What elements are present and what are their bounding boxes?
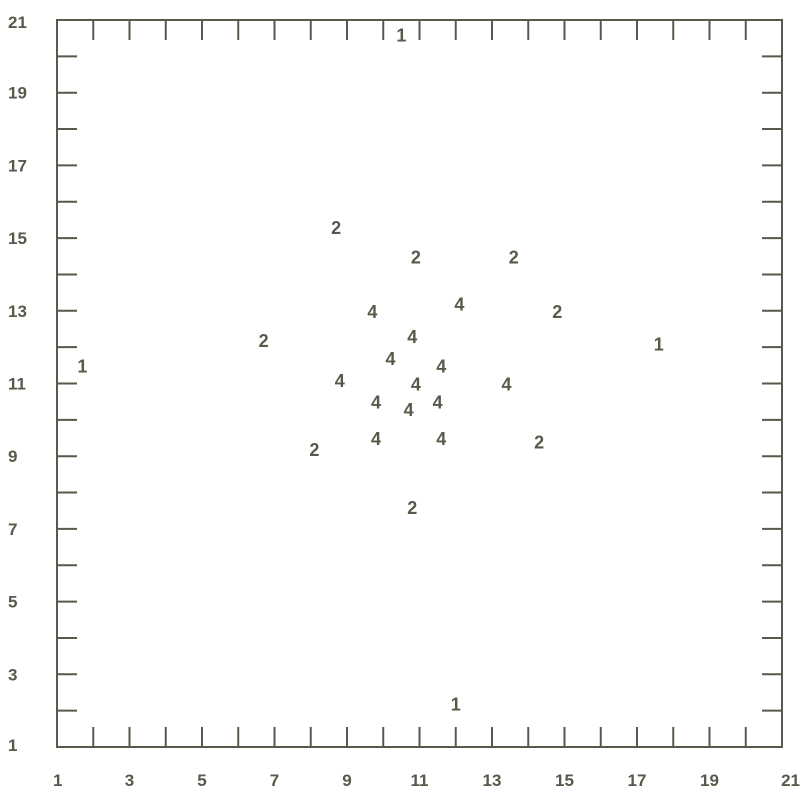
- data-point: 2: [534, 433, 544, 453]
- data-point: 4: [335, 371, 345, 391]
- x-tick-label: 21: [781, 771, 800, 790]
- data-point: 2: [509, 247, 519, 267]
- x-tick-label: 7: [270, 771, 279, 790]
- y-tick-label: 3: [8, 665, 17, 684]
- data-point: 4: [371, 393, 381, 413]
- y-tick-label: 13: [8, 302, 27, 321]
- y-tick-label: 21: [8, 13, 27, 32]
- data-point: 1: [654, 335, 664, 355]
- data-point: 2: [411, 247, 421, 267]
- y-tick-label: 7: [8, 520, 17, 539]
- y-tick-label: 19: [8, 84, 27, 103]
- y-tick-label: 17: [8, 156, 27, 175]
- data-point: 4: [436, 429, 446, 449]
- y-tick-label: 5: [8, 593, 17, 612]
- tick-marks: [57, 20, 782, 747]
- data-point: 4: [411, 375, 421, 395]
- data-point: 2: [259, 331, 269, 351]
- x-tick-label: 13: [483, 771, 502, 790]
- data-point: 2: [331, 218, 341, 238]
- data-point: 4: [501, 375, 511, 395]
- data-point: 2: [552, 302, 562, 322]
- data-point: 4: [407, 327, 417, 347]
- data-point: 1: [396, 26, 406, 46]
- x-tick-label: 11: [411, 771, 429, 790]
- y-tick-label: 1: [8, 736, 17, 755]
- x-tick-label: 1: [53, 771, 62, 790]
- x-tick-label: 15: [555, 771, 574, 790]
- x-tick-label: 3: [125, 771, 134, 790]
- x-tick-label: 9: [342, 771, 351, 790]
- x-tick-labels: 1 3 5 7 9 11 13 15 17 19 21: [53, 771, 800, 790]
- data-point: 4: [433, 393, 443, 413]
- data-point: 4: [385, 349, 395, 369]
- data-point: 4: [436, 356, 446, 376]
- data-point: 1: [451, 694, 461, 714]
- data-point: 4: [454, 295, 464, 315]
- data-point: 4: [367, 302, 377, 322]
- x-tick-label: 17: [628, 771, 647, 790]
- x-tick-label: 5: [197, 771, 206, 790]
- y-tick-label: 11: [8, 375, 26, 394]
- y-tick-label: 9: [8, 447, 17, 466]
- x-tick-label: 19: [700, 771, 719, 790]
- data-point: 2: [309, 440, 319, 460]
- data-point: 1: [77, 356, 87, 376]
- data-point: 4: [404, 400, 414, 420]
- y-tick-label: 15: [8, 229, 27, 248]
- data-point: 2: [407, 498, 417, 518]
- data-point: 4: [371, 429, 381, 449]
